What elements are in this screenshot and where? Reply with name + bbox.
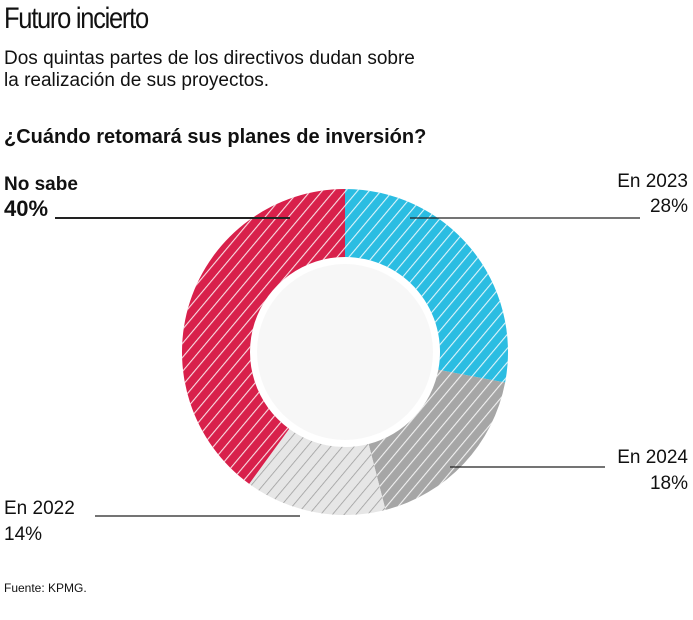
question: ¿Cuándo retomará sus planes de inversión… bbox=[4, 126, 427, 148]
category-label: En 2022 bbox=[4, 498, 75, 519]
category-label: No sabe bbox=[4, 174, 78, 195]
slice-group bbox=[368, 369, 506, 510]
slice-hatch bbox=[249, 428, 386, 515]
category-label: En 2023 bbox=[617, 171, 688, 192]
value-label: 28% bbox=[650, 196, 688, 217]
slice-hatch bbox=[345, 189, 509, 383]
slice-group bbox=[249, 428, 386, 515]
slice-hatch bbox=[368, 369, 506, 510]
value-label: 18% bbox=[650, 473, 688, 494]
slice-hatch bbox=[182, 189, 345, 484]
value-label: 40% bbox=[4, 196, 48, 221]
value-label: 14% bbox=[4, 524, 42, 545]
center-emblem bbox=[257, 264, 433, 440]
slice-group bbox=[345, 189, 509, 383]
slice-group bbox=[182, 189, 345, 484]
source: Fuente: KPMG. bbox=[4, 581, 87, 595]
category-label: En 2024 bbox=[617, 447, 688, 468]
title: Futuro incierto bbox=[4, 2, 149, 35]
subtitle: Dos quintas partes de los directivos dud… bbox=[4, 48, 415, 91]
